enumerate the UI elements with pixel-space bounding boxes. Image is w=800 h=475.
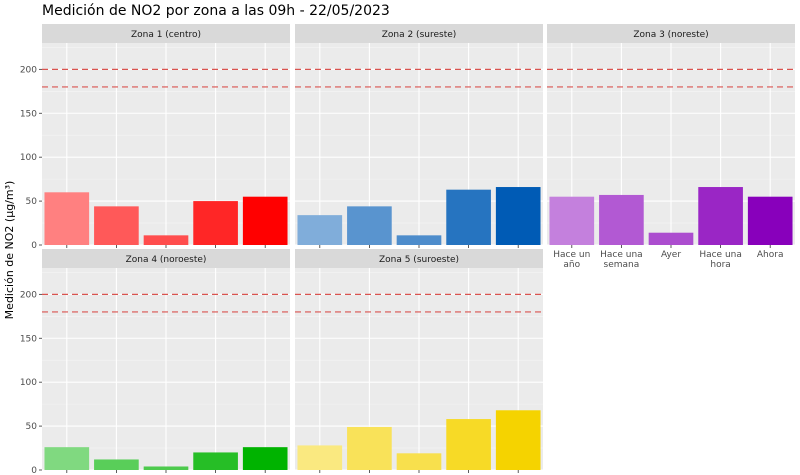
x-tick-label: Ayer <box>661 250 681 260</box>
bar <box>446 419 491 470</box>
x-tick-label: Ahora <box>757 250 784 260</box>
bar <box>549 196 595 245</box>
bar <box>347 426 392 470</box>
y-tick-label: 0 <box>31 241 37 251</box>
bar <box>44 192 90 245</box>
bar <box>446 189 491 245</box>
bar <box>143 466 189 470</box>
bar <box>648 232 694 245</box>
facet-panel: Zona 1 (centro)050100150200Hace unañoHac… <box>20 24 290 270</box>
facet-strip-label: Zona 1 (centro) <box>131 30 201 40</box>
facet-panel: Zona 3 (noreste) Hace un año Hace una semana… <box>547 24 795 270</box>
y-tick-label: 0 <box>31 466 37 475</box>
y-tick-label: 200 <box>20 65 37 75</box>
bar <box>297 215 343 245</box>
y-tick-label: 150 <box>20 334 37 344</box>
facet-strip-label: Zona 5 (suroeste) <box>379 255 459 265</box>
bar <box>297 445 343 470</box>
bar <box>193 201 238 245</box>
facet-strip <box>547 24 795 43</box>
y-tick-label: 200 <box>20 290 37 300</box>
bar <box>193 452 238 470</box>
facet-panel: Zona 4 (noroeste)050100150200Hace unañoH… <box>20 249 290 475</box>
bar <box>94 459 139 470</box>
facet-strip-label: Zona 4 (noroeste) <box>126 255 207 265</box>
bar <box>396 235 442 245</box>
bar <box>396 453 442 470</box>
facet-strip-label: Zona 3 (noreste) <box>633 30 708 40</box>
bar <box>44 447 90 470</box>
bar <box>495 187 541 245</box>
facet-strip <box>295 249 543 268</box>
y-tick-label: 50 <box>26 197 38 207</box>
bar <box>143 235 189 245</box>
y-axis-label: Medición de NO2 (µg/m³) <box>3 181 16 320</box>
bar <box>495 410 541 470</box>
y-tick-label: 100 <box>20 378 37 388</box>
y-tick-label: 100 <box>20 153 37 163</box>
facet-strip <box>42 249 290 268</box>
bar <box>242 196 288 245</box>
y-tick-label: 150 <box>20 109 37 119</box>
bar <box>94 206 139 245</box>
y-tick-label: 50 <box>26 422 38 432</box>
bar <box>698 187 743 245</box>
bar <box>599 194 644 245</box>
facet-strip <box>42 24 290 43</box>
bar <box>242 447 288 470</box>
bar <box>347 206 392 245</box>
bar <box>747 196 793 245</box>
chart-title: Medición de NO2 por zona a las 09h - 22/… <box>42 3 390 19</box>
facet-strip <box>295 24 543 43</box>
facet-strip-label: Zona 2 (sureste) <box>382 30 457 40</box>
